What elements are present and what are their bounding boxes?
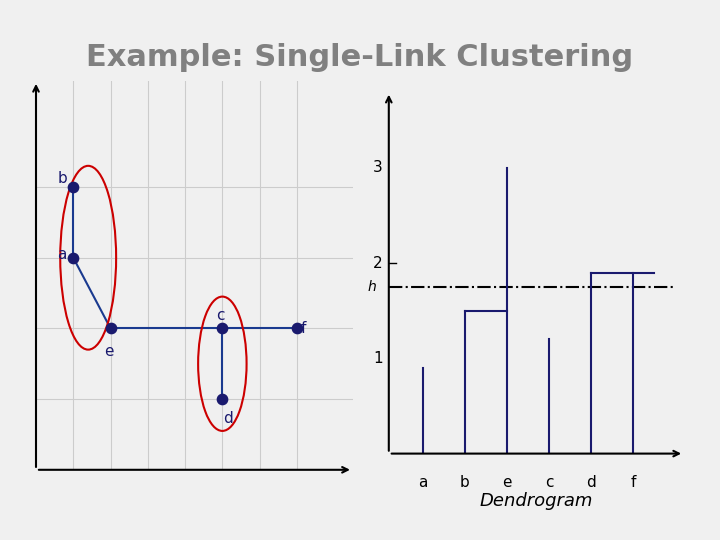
Text: a: a — [58, 247, 67, 262]
Text: e: e — [104, 343, 114, 359]
Text: d: d — [586, 475, 596, 490]
Text: 2: 2 — [373, 255, 382, 271]
Text: a: a — [418, 475, 427, 490]
Text: Dendrogram: Dendrogram — [480, 492, 593, 510]
Text: h: h — [367, 280, 376, 294]
Text: 3: 3 — [373, 160, 382, 176]
Text: f: f — [631, 475, 636, 490]
Text: f: f — [301, 321, 306, 336]
Text: b: b — [58, 171, 68, 186]
Point — [217, 324, 228, 333]
Text: d: d — [223, 411, 233, 427]
Point — [217, 395, 228, 403]
Text: c: c — [216, 308, 225, 323]
Text: c: c — [545, 475, 553, 490]
Point — [291, 324, 302, 333]
Text: e: e — [502, 475, 512, 490]
Text: b: b — [460, 475, 469, 490]
Point — [105, 324, 117, 333]
Text: Example: Single-Link Clustering: Example: Single-Link Clustering — [86, 43, 634, 72]
Text: 1: 1 — [373, 351, 382, 366]
Point — [68, 253, 79, 262]
Point — [68, 183, 79, 191]
